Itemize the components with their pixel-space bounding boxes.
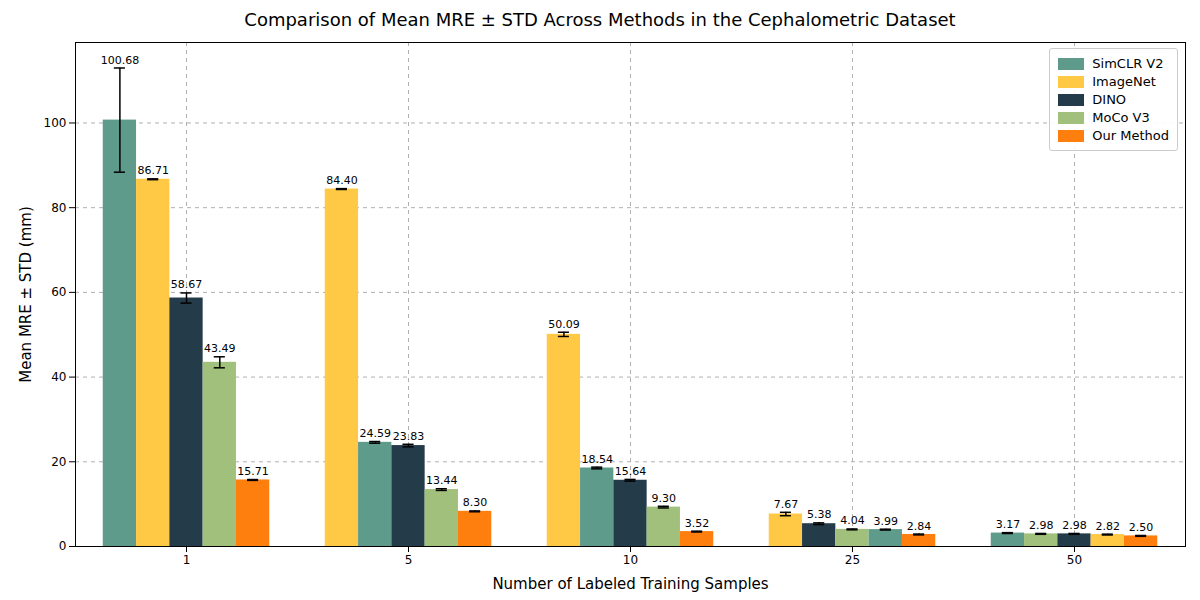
svg-text:23.83: 23.83: [393, 430, 425, 443]
svg-text:0: 0: [59, 539, 67, 553]
svg-text:7.67: 7.67: [774, 498, 799, 511]
svg-text:Number of Labeled Training Sam: Number of Labeled Training Samples: [492, 575, 768, 593]
svg-text:84.40: 84.40: [326, 174, 358, 187]
svg-text:50: 50: [1067, 553, 1082, 567]
svg-text:2.98: 2.98: [1062, 519, 1087, 532]
svg-text:20: 20: [51, 455, 66, 469]
html-text:DINO: DINO: [1092, 92, 1127, 107]
html-text:Comparison of Mean MRE ± STD A: Comparison of Mean MRE ± STD Across Meth…: [244, 9, 956, 30]
svg-text:3.17: 3.17: [996, 518, 1021, 531]
svg-text:1: 1: [183, 553, 191, 567]
svg-text:15.71: 15.71: [237, 465, 269, 478]
html-text:Our Method: Our Method: [1092, 128, 1169, 143]
svg-text:2.84: 2.84: [907, 520, 932, 533]
svg-text:5: 5: [405, 553, 413, 567]
svg-text:4.04: 4.04: [840, 514, 865, 527]
svg-text:40: 40: [51, 370, 66, 384]
svg-text:100: 100: [44, 116, 67, 130]
svg-text:60: 60: [51, 285, 66, 299]
svg-text:25: 25: [845, 553, 860, 567]
html-text:MoCo V3: MoCo V3: [1092, 110, 1150, 125]
svg-text:10: 10: [623, 553, 638, 567]
svg-text:43.49: 43.49: [204, 342, 236, 355]
svg-text:24.59: 24.59: [359, 427, 391, 440]
svg-text:3.99: 3.99: [874, 515, 899, 528]
html-text:SimCLR V2: SimCLR V2: [1092, 56, 1164, 71]
svg-text:13.44: 13.44: [426, 474, 458, 487]
svg-text:Mean MRE ± STD (mm): Mean MRE ± STD (mm): [17, 206, 35, 383]
svg-text:58.67: 58.67: [171, 278, 203, 291]
svg-text:3.52: 3.52: [685, 517, 710, 530]
svg-text:80: 80: [51, 201, 66, 215]
svg-text:15.64: 15.64: [615, 465, 647, 478]
svg-text:9.30: 9.30: [652, 492, 677, 505]
svg-text:2.82: 2.82: [1096, 520, 1121, 533]
svg-text:50.09: 50.09: [548, 318, 580, 331]
svg-text:2.50: 2.50: [1129, 521, 1154, 534]
svg-text:18.54: 18.54: [581, 453, 613, 466]
svg-text:8.30: 8.30: [463, 496, 488, 509]
svg-text:5.38: 5.38: [807, 508, 832, 521]
html-text:ImageNet: ImageNet: [1092, 74, 1156, 89]
svg-text:2.98: 2.98: [1029, 519, 1054, 532]
svg-text:100.68: 100.68: [101, 54, 139, 67]
svg-text:86.71: 86.71: [137, 164, 169, 177]
